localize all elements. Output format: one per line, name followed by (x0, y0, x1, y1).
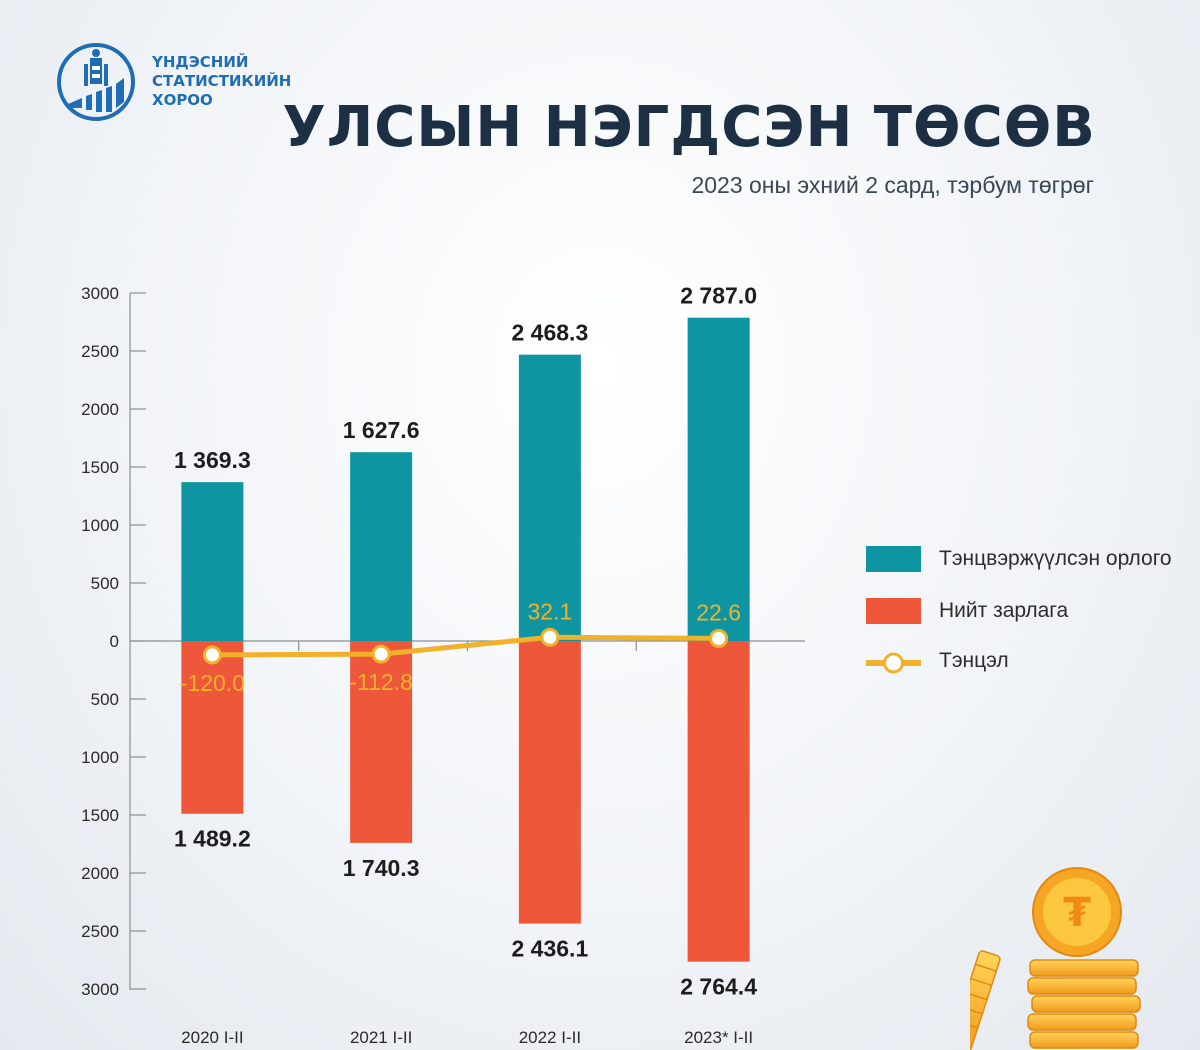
y-tick-label: 0 (110, 632, 119, 651)
revenue-value-label: 2 468.3 (512, 320, 589, 346)
y-tick-label: 1000 (81, 748, 119, 767)
y-tick-label: 1500 (81, 458, 119, 477)
org-name-line: ҮНДЭСНИЙ (152, 53, 249, 71)
legend-label-revenue: Тэнцвэржүүлсэн орлого (939, 547, 1172, 570)
legend-swatch-expense (866, 598, 921, 624)
balance-point (371, 644, 391, 664)
expense-bar (687, 641, 750, 962)
page-subtitle: 2023 оны эхний 2 сард, тэрбум төгрөг (691, 172, 1094, 198)
balance-point (709, 628, 729, 648)
org-name-line: СТАТИСТИКИЙН (152, 72, 292, 90)
x-category-label: 2023* I-II (684, 1028, 753, 1047)
x-category-label: 2020 I-II (181, 1028, 243, 1047)
expense-bar (181, 641, 244, 814)
coin-stack-icon: ₮ (970, 867, 1141, 1050)
legend-swatch-balance (866, 652, 921, 674)
revenue-bar (518, 354, 581, 641)
x-category-label: 2022 I-II (519, 1028, 581, 1047)
balance-value-label: -120.0 (180, 670, 245, 696)
revenue-bar (687, 317, 750, 641)
balance-line (212, 634, 719, 658)
balance-point (202, 645, 222, 665)
revenue-value-label: 1 627.6 (343, 417, 420, 443)
expense-bar (350, 641, 413, 843)
y-tick-label: 2000 (81, 864, 119, 883)
balance-value-label: 32.1 (527, 598, 572, 624)
balance-value-label: 22.6 (696, 599, 741, 625)
revenue-value-label: 2 787.0 (680, 283, 757, 309)
revenue-bar (181, 482, 244, 641)
coin-symbol: ₮ (1063, 890, 1091, 936)
y-tick-label: 3000 (81, 980, 119, 999)
legend-label-expense: Нийт зарлага (939, 599, 1069, 622)
legend-swatch-revenue (866, 546, 921, 572)
revenue-value-label: 1 369.3 (174, 447, 251, 473)
organization-name: ҮНДЭСНИЙ СТАТИСТИКИЙН ХОРОО (152, 53, 291, 110)
y-tick-label: 2500 (81, 922, 119, 941)
expense-value-label: 2 436.1 (512, 936, 589, 962)
y-tick-label: 500 (91, 690, 119, 709)
y-tick-label: 2500 (81, 342, 119, 361)
legend-label-balance: Тэнцэл (939, 649, 1009, 672)
balance-point (540, 627, 560, 647)
page-title: УЛСЫН НЭГДСЭН ТӨСӨВ (282, 95, 1096, 160)
revenue-bar (350, 452, 413, 641)
expense-value-label: 2 764.4 (680, 974, 757, 1000)
x-category-label: 2021 I-II (350, 1028, 412, 1047)
nso-logo-icon (57, 43, 135, 121)
y-tick-label: 1000 (81, 516, 119, 535)
expense-value-label: 1 740.3 (343, 855, 420, 881)
balance-value-label: -112.8 (349, 669, 413, 695)
y-tick-label: 3000 (81, 284, 119, 303)
y-tick-label: 500 (91, 574, 119, 593)
y-tick-label: 2000 (81, 400, 119, 419)
org-name-line: ХОРОО (152, 91, 213, 109)
y-tick-label: 1500 (81, 806, 119, 825)
expense-value-label: 1 489.2 (174, 826, 251, 852)
expense-bar (518, 641, 581, 924)
